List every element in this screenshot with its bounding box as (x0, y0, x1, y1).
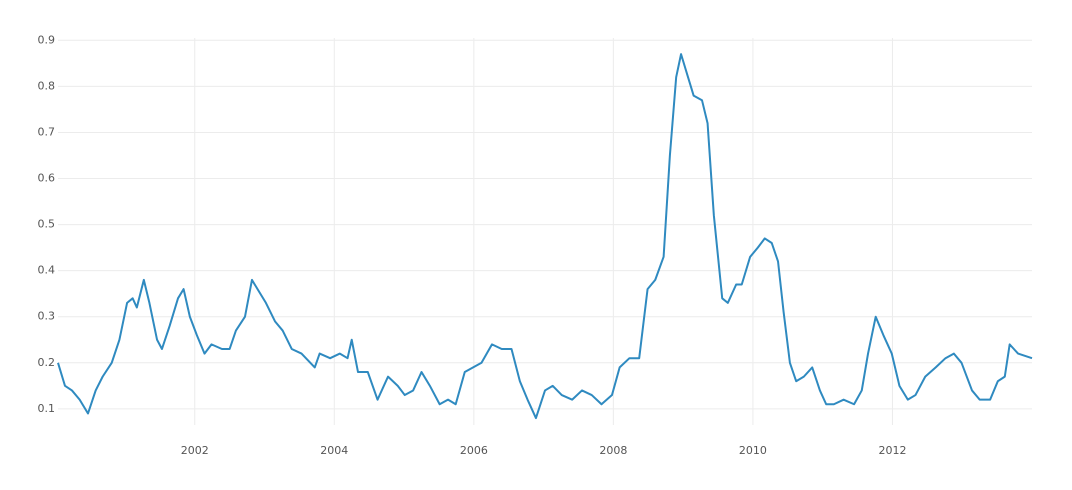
x-tick-label: 2002 (181, 444, 209, 457)
x-tick-label: 2010 (739, 444, 767, 457)
x-tick-label: 2008 (599, 444, 627, 457)
y-tick-label: 0.4 (38, 264, 56, 277)
x-tick-label: 2006 (460, 444, 488, 457)
y-tick-label: 0.7 (38, 125, 56, 138)
x-tick-label: 2012 (878, 444, 906, 457)
x-tick-label: 2004 (320, 444, 348, 457)
y-tick-label: 0.9 (38, 33, 56, 46)
y-tick-label: 0.6 (38, 172, 56, 185)
line-series (57, 53, 1033, 420)
y-tick-label: 0.5 (38, 218, 56, 231)
y-tick-label: 0.1 (38, 402, 56, 415)
y-tick-label: 0.2 (38, 356, 56, 369)
y-tick-label: 0.8 (38, 79, 56, 92)
y-tick-label: 0.3 (38, 310, 56, 323)
